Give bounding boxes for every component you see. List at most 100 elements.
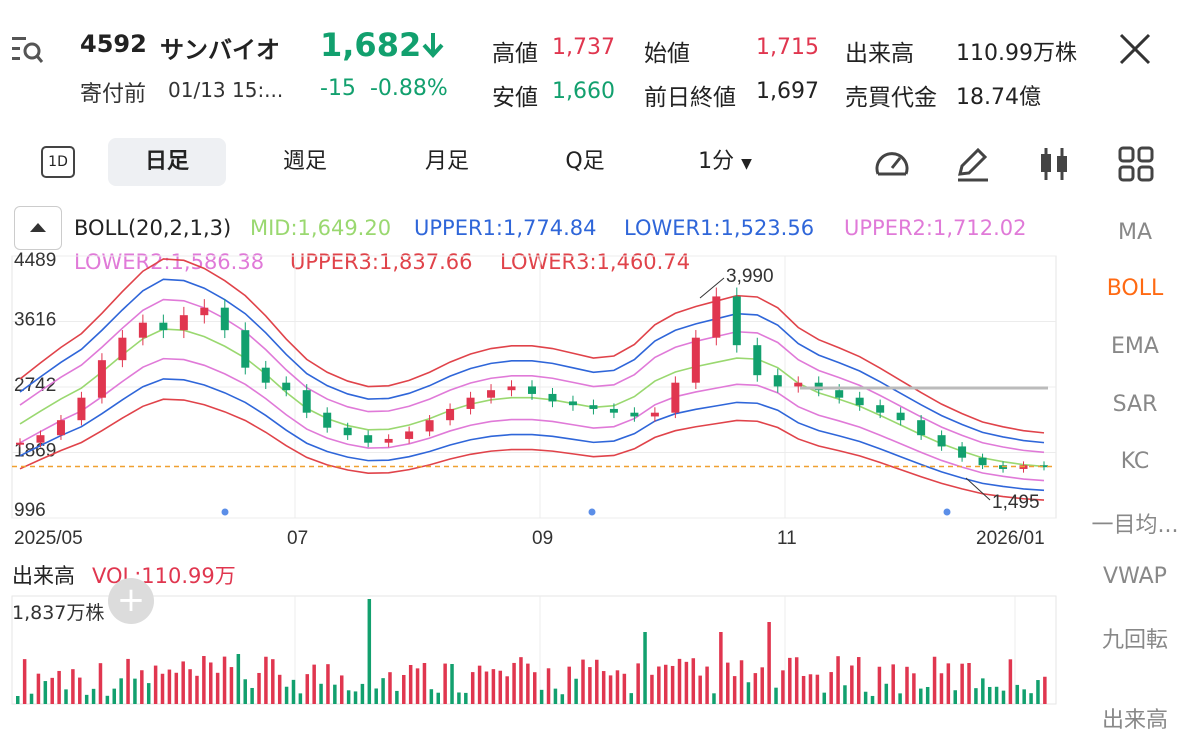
boll-band-line <box>19 258 1045 434</box>
candlestick-icon[interactable] <box>1034 144 1074 184</box>
volume-bar <box>891 664 895 704</box>
side-menu-item[interactable]: 九回転 <box>1101 628 1168 653</box>
candle-body <box>323 412 332 428</box>
volume-bar <box>464 692 468 704</box>
volume-bar <box>243 679 247 704</box>
candle-body <box>179 315 188 331</box>
boll-upper3: UPPER3:1,837.66 <box>290 250 473 274</box>
side-menu-item[interactable]: BOLL <box>1106 276 1164 301</box>
boll-upper2: UPPER2:1,712.02 <box>844 216 1027 240</box>
side-menu-item[interactable]: 一目均... <box>1091 513 1179 538</box>
volume-bar <box>188 669 192 704</box>
volume-bar <box>974 688 978 704</box>
volume-bar <box>1036 680 1040 704</box>
tab-monthly[interactable]: 月足 <box>424 149 469 174</box>
side-menu-item[interactable]: 出来高 <box>1101 708 1168 733</box>
volume-bar <box>1008 659 1013 704</box>
annotation-leader <box>965 477 991 501</box>
side-menu-item[interactable]: EMA <box>1111 334 1159 359</box>
annotation-leader <box>699 277 725 299</box>
price-change: -15 -0.88% <box>320 76 448 101</box>
volume-bar <box>140 670 144 704</box>
side-menu-item[interactable]: SAR <box>1112 392 1158 417</box>
candle-body <box>528 386 536 394</box>
side-menu-item[interactable]: KC <box>1120 449 1150 474</box>
interval-dropdown[interactable]: 1分 ▼ <box>680 138 770 186</box>
candle-body <box>753 345 762 376</box>
volume-bar <box>939 673 944 704</box>
volume-bar <box>153 665 158 704</box>
menu-search-icon[interactable] <box>10 34 44 64</box>
candle-body <box>138 322 147 338</box>
candle-body <box>77 397 86 421</box>
volume-bar <box>760 667 764 704</box>
volume-bar <box>450 664 454 704</box>
high-annotation: 3,990 <box>726 266 774 287</box>
volume-bar <box>863 691 868 704</box>
candle-body <box>118 337 127 361</box>
volume-bar <box>229 667 234 704</box>
price-chart[interactable]: 4489 3616 2742 1869 996 2025/05 07 09 11 2026/01 3… <box>0 250 1065 550</box>
quote-time: 01/13 15:... <box>168 78 284 102</box>
volume-bar <box>367 599 372 704</box>
candle-body <box>773 375 782 387</box>
candle-body <box>384 438 393 443</box>
volume-bar <box>608 675 613 704</box>
grid-layout-icon[interactable] <box>1116 144 1156 184</box>
volume-bar <box>850 665 854 704</box>
stock-code: 4592 <box>80 30 147 58</box>
gauge-icon[interactable] <box>872 144 912 184</box>
volume-bar <box>712 693 716 704</box>
volume-label: 出来高 <box>845 41 914 67</box>
volume-bar <box>505 676 509 704</box>
volume-bar <box>788 657 792 704</box>
volume-bar <box>533 672 537 704</box>
side-menu-item[interactable]: MA <box>1117 220 1153 245</box>
volume-bar <box>932 656 937 704</box>
volume-bar <box>677 658 682 704</box>
volume-bar <box>209 662 213 704</box>
volume-bar <box>732 676 737 704</box>
volume-bar <box>71 669 75 704</box>
volume-bar <box>601 671 606 704</box>
volume-bar <box>395 690 399 704</box>
one-day-button[interactable]: 1D <box>38 138 78 186</box>
prev-close-value: 1,697 <box>756 79 819 104</box>
volume-bar <box>574 678 578 704</box>
volume-bar <box>705 666 709 704</box>
volume-max-label: 1,837万株 <box>12 602 105 624</box>
candle-body <box>835 390 844 398</box>
tab-quarterly[interactable]: Q足 <box>565 149 605 174</box>
volume-bar <box>519 657 523 704</box>
tab-daily[interactable]: 日足 <box>108 138 226 186</box>
candle-body <box>466 397 475 409</box>
pen-draw-icon[interactable] <box>952 144 992 184</box>
tab-weekly[interactable]: 週足 <box>282 149 327 174</box>
volume-bar <box>484 671 489 704</box>
volume-bar <box>470 672 475 704</box>
volume-bar <box>636 663 640 704</box>
volume-bar <box>36 673 41 704</box>
prev-close-label: 前日終値 <box>644 85 736 111</box>
volume-bar <box>912 673 916 704</box>
candle-body <box>732 296 741 346</box>
open-label: 始値 <box>644 41 690 67</box>
volume-chart[interactable] <box>0 590 1065 729</box>
side-menu-item[interactable]: VWAP <box>1103 564 1167 589</box>
candle-body <box>36 435 45 443</box>
volume-bar <box>388 672 392 704</box>
candle-body <box>589 405 598 409</box>
volume-bar <box>298 693 303 704</box>
volume-bar <box>905 666 909 704</box>
add-indicator-button[interactable]: + <box>108 578 154 624</box>
candle-body <box>978 457 987 466</box>
volume-bar <box>822 692 827 704</box>
x-tick-label: 2025/05 <box>14 528 83 549</box>
boll-lower1: LOWER1:1,523.56 <box>624 216 815 240</box>
candle-body <box>97 360 106 398</box>
collapse-indicator-button[interactable] <box>14 206 62 250</box>
change-value: -15 <box>320 76 356 101</box>
current-price: 1,682 <box>320 26 422 64</box>
volume-value: 110.99万株 <box>956 41 1077 66</box>
close-icon[interactable] <box>1118 32 1152 66</box>
